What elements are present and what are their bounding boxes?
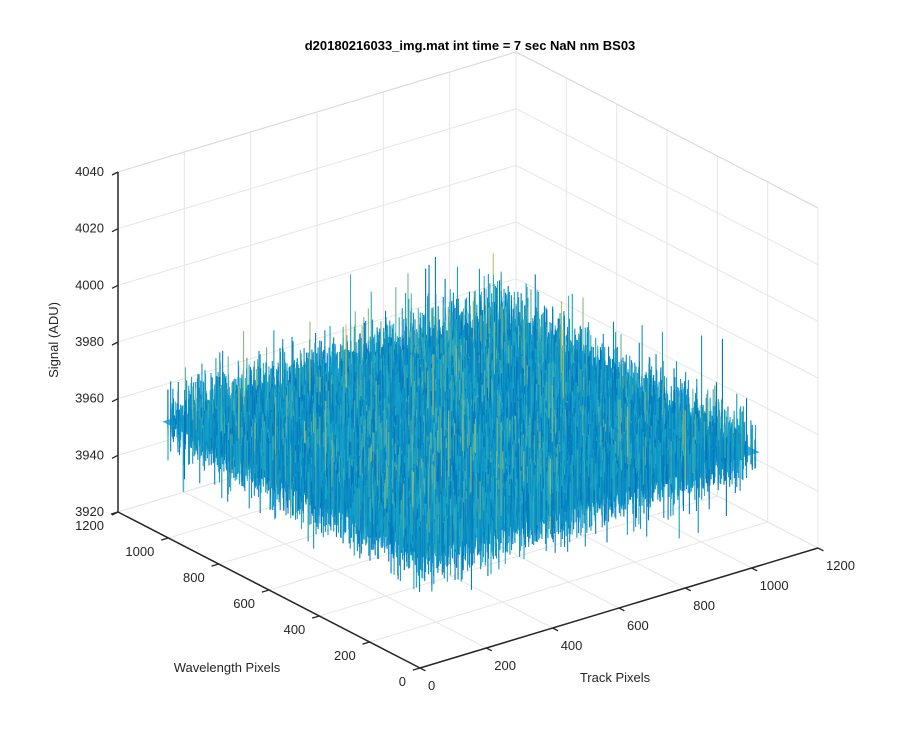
grid-line xyxy=(117,221,517,343)
box-edge xyxy=(515,51,819,209)
grid-line xyxy=(117,164,517,286)
grid-line xyxy=(515,164,819,322)
grid-line xyxy=(117,108,517,230)
grid-line xyxy=(515,221,819,379)
grid-line xyxy=(117,278,517,400)
grid-line xyxy=(369,521,768,643)
grid-line xyxy=(515,278,819,436)
signal-surface xyxy=(162,253,760,592)
grid-line xyxy=(319,495,718,617)
box-edge xyxy=(117,51,517,173)
grid-line xyxy=(515,108,819,266)
